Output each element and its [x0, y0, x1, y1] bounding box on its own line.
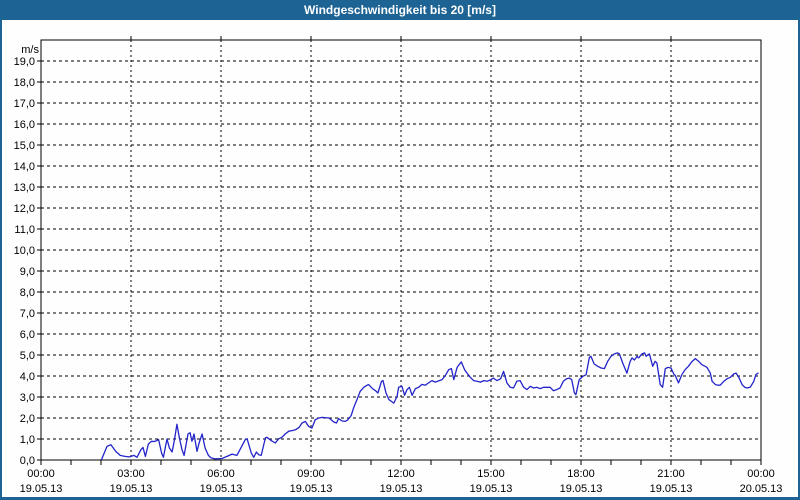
- chart-body: 0,0 1,0 2,0 3,0 4,0 5,0 6,0 7,0 8,0 9,0 10,0 11,0 12…: [2, 20, 798, 497]
- wind-speed-chart: 0,0 1,0 2,0 3,0 4,0 5,0 6,0 7,0 8,0 9,0 10,0 11,0 12…: [14, 36, 783, 495]
- y-tick-label: 9,0: [20, 266, 35, 278]
- x-tick-time-label: 15:00: [477, 468, 505, 480]
- y-tick-label: 11,0: [14, 224, 35, 236]
- y-tick-label: 3,0: [20, 392, 35, 404]
- chart-title: Windgeschwindigkeit bis 20 [m/s]: [304, 3, 496, 17]
- y-tick-label: 1,0: [20, 434, 35, 446]
- x-tick-date-label: 20.05.13: [740, 483, 783, 495]
- x-tick-time-label: 00:00: [747, 468, 775, 480]
- x-tick-date-label: 19.05.13: [380, 483, 423, 495]
- x-tick-time-label: 18:00: [567, 468, 595, 480]
- x-tick-time-label: 06:00: [207, 468, 235, 480]
- x-tick-date-label: 19.05.13: [470, 483, 513, 495]
- title-bar: Windgeschwindigkeit bis 20 [m/s]: [2, 0, 798, 20]
- y-tick-label: 8,0: [20, 287, 35, 299]
- x-tick-time-label: 00:00: [27, 468, 55, 480]
- y-axis-unit-label: m/s: [21, 44, 39, 56]
- x-tick-time-label: 21:00: [657, 468, 685, 480]
- x-tick-date-label: 19.05.13: [290, 483, 333, 495]
- x-tick-time-label: 03:00: [117, 468, 145, 480]
- y-tick-label: 17,0: [14, 98, 35, 110]
- x-tick-time-label: 12:00: [387, 468, 415, 480]
- x-tick-time-label: 09:00: [297, 468, 325, 480]
- y-tick-label: 14,0: [14, 161, 35, 173]
- y-tick-label: 13,0: [14, 182, 35, 194]
- x-tick-date-label: 19.05.13: [110, 483, 153, 495]
- y-tick-label: 0,0: [20, 455, 35, 467]
- y-tick-label: 6,0: [20, 329, 35, 341]
- y-tick-label: 4,0: [20, 371, 35, 383]
- y-tick-label: 7,0: [20, 308, 35, 320]
- y-tick-label: 5,0: [20, 350, 35, 362]
- wind-speed-line: [100, 352, 759, 461]
- y-tick-label: 12,0: [14, 203, 35, 215]
- y-tick-label: 16,0: [14, 119, 35, 131]
- x-tick-date-label: 19.05.13: [650, 483, 693, 495]
- x-tick-date-label: 19.05.13: [200, 483, 243, 495]
- y-tick-label: 2,0: [20, 413, 35, 425]
- y-tick-label: 15,0: [14, 140, 35, 152]
- y-tick-label: 19,0: [14, 56, 35, 68]
- y-tick-label: 10,0: [14, 245, 35, 257]
- x-tick-date-label: 19.05.13: [20, 483, 63, 495]
- x-tick-date-label: 19.05.13: [560, 483, 603, 495]
- y-tick-label: 18,0: [14, 77, 35, 89]
